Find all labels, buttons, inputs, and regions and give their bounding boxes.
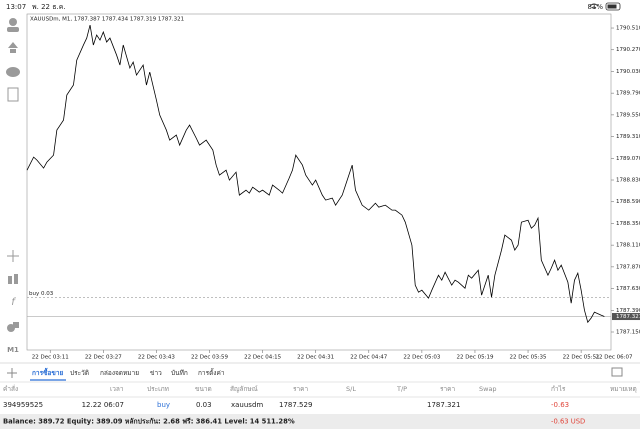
chat-icon[interactable] — [6, 67, 20, 77]
plot-frame — [26, 13, 612, 351]
x-tick-label: 22 Dec 05:35 — [510, 355, 547, 361]
indicator-icon[interactable]: f — [11, 297, 16, 308]
y-tick-label: 1789.070 — [616, 156, 640, 162]
price-tag-label: 1787.321 — [616, 314, 640, 320]
timeframe-button[interactable]: M1 — [7, 346, 19, 354]
order-id: 394959525 — [3, 401, 43, 409]
chart-title: XAUUSDm, M1, 1787.387 1787.434 1787.319 … — [30, 17, 184, 23]
tab[interactable]: การตั้งค่า — [198, 368, 225, 377]
y-tick-label: 1789.550 — [616, 112, 640, 118]
x-tick-label: 22 Dec 04:15 — [244, 355, 281, 361]
column-header[interactable]: ราคา — [293, 385, 308, 393]
order-volume: 0.03 — [196, 401, 212, 409]
tab[interactable]: กล่องจดหมาย — [100, 369, 139, 377]
candle-icon[interactable] — [8, 276, 12, 284]
current-price: 1787.321 — [427, 401, 460, 409]
left-toolbar: f — [6, 18, 20, 332]
news-icon[interactable] — [7, 87, 19, 102]
tab[interactable]: บันทึก — [171, 369, 188, 377]
tab[interactable]: การซื้อขาย — [32, 367, 63, 377]
y-tick-label: 1787.870 — [616, 264, 640, 270]
column-header[interactable]: ประเภท — [147, 385, 169, 393]
tab[interactable]: ประวัติ — [70, 369, 89, 377]
tab-bar: การซื้อขาย ประวัติ กล่องจดหมาย ข่าว บันทึก กา… — [30, 367, 225, 381]
summary-bar — [0, 414, 640, 429]
x-tick-label: 22 Dec 04:47 — [350, 355, 387, 361]
column-header[interactable]: T/P — [396, 385, 407, 393]
order-time: 12.22 06:07 — [82, 401, 124, 409]
order-profit: -0.63 — [551, 401, 569, 409]
wifi-icon — [589, 3, 599, 9]
battery-icon — [605, 2, 621, 11]
column-header[interactable]: กำไร — [551, 385, 566, 393]
x-tick-label: 22 Dec 03:11 — [32, 355, 69, 361]
order-type: buy — [157, 401, 170, 409]
account-icon-body — [7, 27, 19, 32]
table-row[interactable]: 394959525 12.22 06:07 buy 0.03 xauusdm 1… — [3, 401, 569, 409]
x-tick-label: 22 Dec 05:03 — [403, 355, 440, 361]
objects-icon-2 — [13, 322, 19, 328]
y-tick-label: 1788.590 — [616, 199, 640, 205]
column-header[interactable]: หมายเหตุ — [610, 385, 637, 393]
column-header[interactable]: คำสั่ง — [3, 384, 18, 393]
price-tag — [612, 313, 640, 321]
status-time: 13:07 — [6, 3, 26, 11]
column-header[interactable]: เวลา — [110, 385, 124, 393]
candle-icon-2 — [14, 274, 18, 284]
chart: 1790.510 1790.270 1790.030 1789.790 1789.550… — [26, 24, 640, 361]
y-tick-label: 1790.030 — [616, 69, 640, 75]
column-header[interactable]: S/L — [346, 385, 356, 393]
column-header[interactable]: ขนาด — [195, 385, 212, 393]
column-header[interactable]: สัญลักษณ์ — [230, 385, 258, 393]
y-tick-label: 1788.110 — [616, 243, 640, 249]
trade-icon[interactable] — [8, 42, 18, 53]
order-symbol: xauusdm — [231, 401, 263, 409]
y-tick-label: 1787.390 — [616, 308, 640, 314]
account-icon[interactable] — [9, 18, 17, 26]
column-header[interactable]: Swap — [479, 385, 497, 393]
x-tick-label: 22 Dec 03:27 — [85, 355, 122, 361]
x-tick-label: 22 Dec 04:31 — [297, 355, 334, 361]
y-tick-label: 1787.150 — [616, 329, 640, 335]
column-header[interactable]: ราคา — [440, 385, 455, 393]
price-line-series — [26, 24, 605, 324]
total-profit: -0.63 USD — [551, 418, 585, 426]
table-header: คำสั่ง เวลา ประเภท ขนาด สัญลักษณ์ ราคา S/L T/P ร… — [3, 384, 637, 393]
y-tick-label: 1790.510 — [616, 26, 640, 32]
tab[interactable]: ข่าว — [150, 369, 162, 377]
x-tick-label: 22 Dec 03:59 — [191, 355, 228, 361]
add-button[interactable] — [7, 368, 17, 378]
y-tick-label: 1789.790 — [616, 91, 640, 97]
open-price: 1787.529 — [279, 401, 312, 409]
status-date: พ. 22 ธ.ค. — [32, 3, 66, 11]
y-tick-label: 1788.350 — [616, 221, 640, 227]
y-tick-label: 1788.830 — [616, 178, 640, 184]
x-tick-label: 22 Dec 06:07 — [596, 355, 633, 361]
panel-toggle[interactable] — [611, 367, 623, 377]
y-tick-label: 1787.630 — [616, 286, 640, 292]
x-tick-label: 22 Dec 05:19 — [456, 355, 493, 361]
x-tick-label: 22 Dec 05:51 — [563, 355, 600, 361]
crosshair-icon[interactable] — [7, 250, 19, 262]
x-tick-label: 22 Dec 03:43 — [138, 355, 175, 361]
y-tick-label: 1790.270 — [616, 47, 640, 53]
y-tick-label: 1789.310 — [616, 134, 640, 140]
order-line-label: buy 0.03 — [29, 291, 54, 297]
battery-fill — [607, 4, 617, 9]
account-summary: Balance: 389.72 Equity: 389.09 หลักประกั… — [3, 418, 295, 426]
